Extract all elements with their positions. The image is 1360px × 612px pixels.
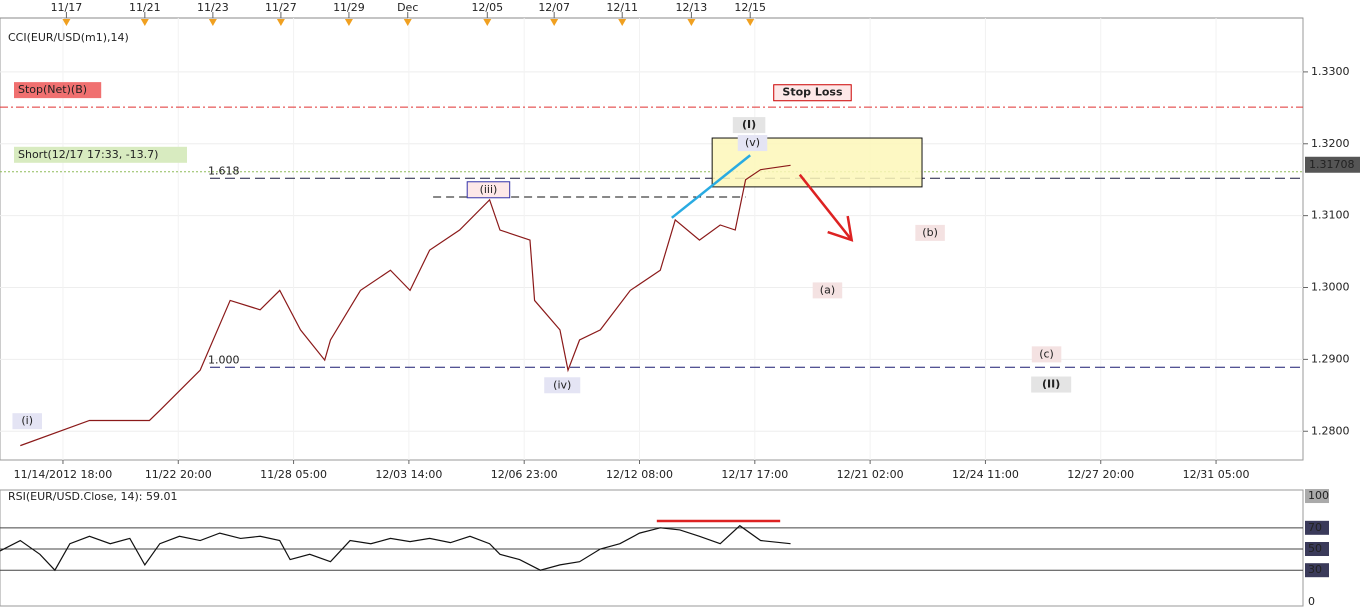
x-tick-label: 12/31 05:00 — [1183, 468, 1250, 481]
y-tick-label: 1.2800 — [1311, 424, 1350, 437]
rsi-tick-bg — [1305, 563, 1329, 578]
x-tick-label: 11/28 05:00 — [260, 468, 327, 481]
top-tick-label: 11/23 — [197, 1, 229, 14]
annotation: (I) — [742, 118, 756, 131]
top-tick-label: 12/07 — [538, 1, 570, 14]
annotation: (v) — [745, 136, 760, 149]
series-line — [20, 164, 791, 447]
top-marker — [276, 19, 285, 26]
x-tick-label: 11/22 20:00 — [145, 468, 212, 481]
top-tick-label: 12/11 — [606, 1, 638, 14]
top-marker — [687, 19, 696, 26]
top-tick-label: 12/05 — [471, 1, 503, 14]
y-tick-label: 1.3300 — [1311, 65, 1350, 78]
y-tick-label: 70 — [1308, 521, 1322, 534]
rsi-tick-bg — [1305, 520, 1329, 535]
annotation-bg — [12, 413, 42, 430]
top-tick-label: Dec — [397, 1, 418, 14]
trend-line — [671, 154, 751, 219]
level-label-bg — [14, 146, 187, 163]
top-marker — [618, 19, 627, 26]
top-tick-label: 11/27 — [265, 1, 297, 14]
arrow-head — [827, 215, 854, 242]
top-marker — [403, 19, 412, 26]
y-tick-label: 0 — [1308, 595, 1315, 608]
annotation-bg — [544, 377, 581, 394]
x-tick-label: 12/27 20:00 — [1067, 468, 1134, 481]
level-label-bg — [14, 82, 102, 99]
y-tick-label: 1.3100 — [1311, 209, 1350, 222]
rsi-tick-bg — [1305, 594, 1329, 609]
y-tick-label: 1.3000 — [1311, 281, 1350, 294]
top-tick-label: 12/13 — [676, 1, 708, 14]
top-marker — [746, 19, 755, 26]
x-tick-label: 12/06 23:00 — [491, 468, 558, 481]
top-tick-label: 11/17 — [51, 1, 83, 14]
annotation-bg — [915, 224, 945, 241]
annotation-bg — [732, 117, 766, 134]
annotation: (II) — [1042, 378, 1060, 391]
y-tick-label: 1.2900 — [1311, 352, 1350, 365]
annotation-bg — [466, 181, 511, 199]
top-marker — [140, 19, 149, 26]
fib-label: 1.618 — [208, 164, 240, 177]
top-tick-label: 12/15 — [734, 1, 766, 14]
rsi-panel — [0, 489, 1304, 607]
price-panel — [0, 17, 1304, 461]
rsi-tick-bg — [1305, 542, 1329, 557]
fib-label: 1.000 — [208, 353, 240, 366]
top-marker — [208, 19, 217, 26]
annotation: (a) — [820, 283, 835, 296]
annotation-bg — [737, 135, 768, 152]
panel-title: CCI(EUR/USD(m1),14) — [8, 31, 129, 44]
annotation-bg — [812, 282, 843, 299]
level-label: Short(12/17 17:33, -13.7) — [18, 148, 158, 161]
x-tick-label: 12/24 11:00 — [952, 468, 1019, 481]
x-tick-label: 12/12 08:00 — [606, 468, 673, 481]
y-tick-label: 30 — [1308, 563, 1322, 576]
y-tick-label: 1.3200 — [1311, 137, 1350, 150]
annotation: (i) — [21, 414, 33, 427]
top-tick-label: 11/21 — [129, 1, 161, 14]
rsi-tick-bg — [1305, 489, 1329, 504]
x-tick-label: 12/03 14:00 — [375, 468, 442, 481]
y-tick-label: 100 — [1308, 489, 1329, 502]
annotation: (c) — [1039, 347, 1054, 360]
x-tick-label: 12/21 02:00 — [837, 468, 904, 481]
annotation: (iii) — [480, 183, 498, 196]
top-marker — [483, 19, 492, 26]
series-line — [0, 524, 791, 572]
annotation-bg — [773, 84, 852, 102]
level-label: Stop(Net)(B) — [18, 83, 87, 96]
annotation-bg — [1031, 376, 1072, 393]
x-tick-label: 12/17 17:00 — [721, 468, 788, 481]
annotation: (b) — [922, 226, 938, 239]
annotation: (iv) — [553, 378, 571, 391]
y-tick-label: 50 — [1308, 542, 1322, 555]
price-tag-label: 1.31708 — [1309, 158, 1355, 171]
trend-line — [798, 173, 853, 241]
top-tick-label: 11/29 — [333, 1, 365, 14]
annotation: Stop Loss — [782, 86, 843, 99]
annotation-bg — [1031, 346, 1062, 363]
top-marker — [344, 19, 353, 26]
top-marker — [550, 19, 559, 26]
x-tick-label: 11/14/2012 18:00 — [14, 468, 113, 481]
rsi-title: RSI(EUR/USD.Close, 14): 59.01 — [8, 490, 177, 503]
top-marker — [62, 19, 71, 26]
price-tag — [1305, 156, 1360, 173]
